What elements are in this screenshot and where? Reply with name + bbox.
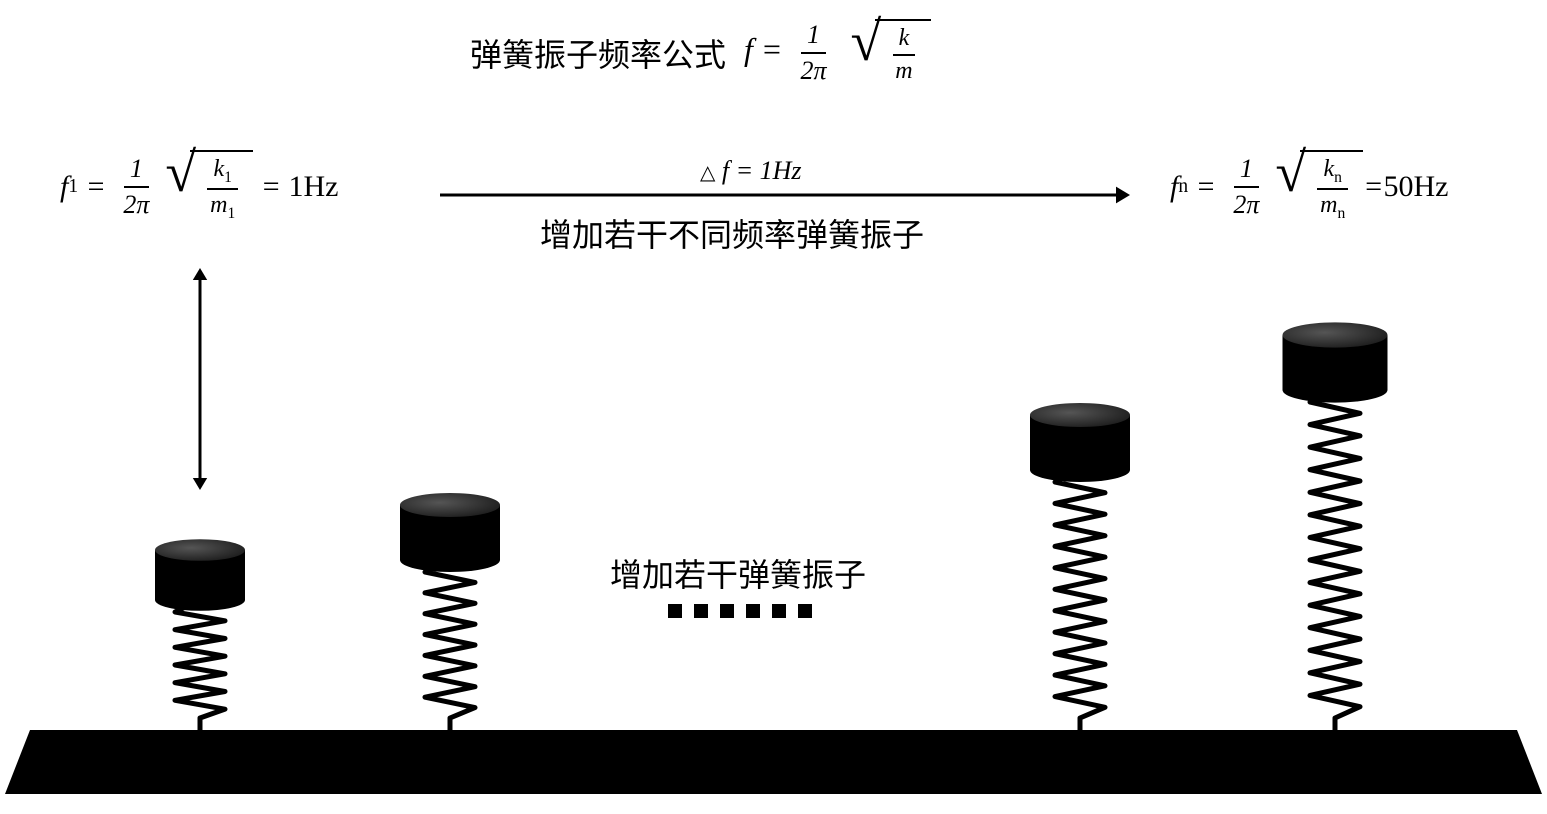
- mass-top-ellipse: [155, 539, 245, 561]
- spring-oscillator: [1283, 322, 1388, 730]
- mass-top-ellipse: [400, 493, 500, 517]
- spring-oscillator: [400, 493, 500, 730]
- mass-top-ellipse: [1030, 403, 1130, 427]
- horizontal-arrow-head: [1116, 187, 1130, 204]
- vertical-arrow-head-up: [193, 268, 207, 280]
- spring-coil: [1055, 470, 1105, 730]
- diagram-svg: [0, 0, 1547, 814]
- spring-oscillator: [1030, 403, 1130, 730]
- vertical-arrow-head-down: [193, 478, 207, 490]
- spring-coil: [175, 600, 225, 730]
- spring-oscillator: [155, 539, 245, 730]
- mass-top-ellipse: [1283, 322, 1388, 347]
- spring-coil: [1310, 390, 1360, 730]
- base-platform: [5, 730, 1542, 794]
- spring-coil: [425, 560, 475, 730]
